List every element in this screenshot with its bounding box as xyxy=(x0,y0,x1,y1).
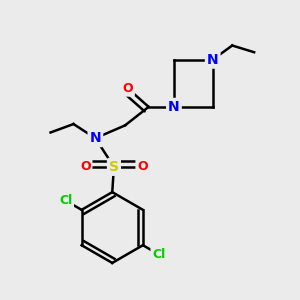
Text: O: O xyxy=(80,160,91,173)
Text: O: O xyxy=(137,160,148,173)
Text: S: S xyxy=(109,160,119,174)
Text: N: N xyxy=(90,131,101,145)
Text: N: N xyxy=(207,53,218,67)
Text: O: O xyxy=(122,82,133,95)
Text: N: N xyxy=(168,100,180,114)
Text: Cl: Cl xyxy=(152,248,166,261)
Text: Cl: Cl xyxy=(59,194,72,207)
